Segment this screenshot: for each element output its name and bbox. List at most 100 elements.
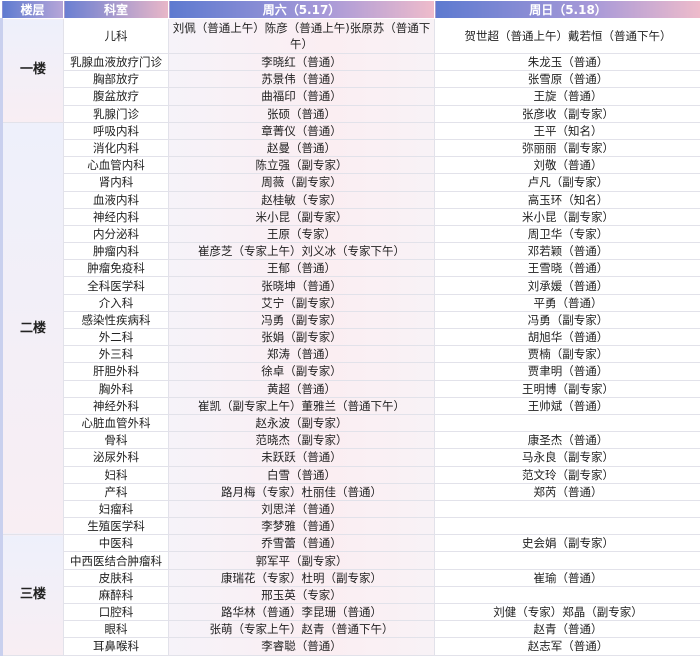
saturday-cell: 张萌（专家上午）赵青（普通下午）: [168, 620, 435, 639]
saturday-cell: 曲福印（普通）: [168, 87, 435, 106]
table-row: 感染性疾病科 冯勇（副专家） 冯勇（副专家）: [2, 310, 700, 330]
saturday-cell: 郑涛（普通）: [168, 345, 435, 364]
department-cell: 消化内科: [63, 138, 169, 158]
saturday-cell: 王原（专家）: [168, 224, 435, 244]
table-row: 胸外科 黄超（普通） 王明博（副专家）: [2, 379, 700, 398]
department-cell: 外三科: [63, 345, 169, 364]
sunday-cell: 胡旭华（普通）: [434, 327, 700, 347]
sunday-cell: 卢凡（副专家）: [434, 173, 700, 192]
table-row: 中西医结合肿瘤科 郭军平（副专家）: [2, 551, 700, 570]
saturday-cell: 赵永波（副专家）: [168, 413, 435, 433]
saturday-cell: 陈立强（副专家）: [168, 156, 435, 175]
saturday-cell: 黄超（普通）: [168, 379, 435, 398]
department-cell: 神经内科: [63, 207, 169, 226]
department-cell: 肿瘤内科: [63, 242, 169, 261]
table-row: 生殖医学科 李梦雅（普通）: [2, 517, 700, 536]
saturday-cell: 徐卓（副专家）: [168, 362, 435, 381]
sunday-cell: 王明博（副专家）: [434, 379, 700, 398]
saturday-cell: 白雪（普通）: [168, 465, 435, 484]
sunday-cell: 王雪晓（普通）: [434, 259, 700, 278]
floor-label: 二楼: [0, 121, 64, 536]
sunday-cell: [434, 517, 700, 536]
header-row: 楼层 科室 周六（5.17） 周日（5.18）: [1, 0, 700, 19]
department-cell: 皮肤科: [63, 568, 169, 587]
table-row: 一楼 儿科 刘佩（普通上午）陈彦（普通上午)张原苏（普通下午） 贺世超（普通上午）戴若…: [0, 18, 700, 123]
saturday-cell: 张硕（普通）: [168, 104, 435, 123]
sunday-cell: 赵青（普通）: [434, 620, 700, 639]
saturday-cell: 李睿聪（普通）: [168, 637, 435, 656]
department-cell: 胸部放疗: [63, 70, 169, 89]
sunday-cell: 周卫华（专家）: [434, 224, 700, 244]
table-row: 外三科 郑涛（普通） 贾楠（副专家）: [2, 345, 700, 364]
department-cell: 中西医结合肿瘤科: [63, 551, 169, 570]
department-cell: 心血管内科: [63, 156, 169, 175]
sunday-cell: 米小昆（副专家）: [434, 207, 700, 226]
department-cell: 血液内科: [63, 190, 169, 209]
department-cell: 心脏血管外科: [63, 413, 169, 433]
sunday-cell: 刘承媛（普通）: [434, 276, 700, 295]
sunday-cell: 张彦收（副专家）: [434, 104, 700, 123]
saturday-cell: 章菁仪（普通）: [168, 121, 435, 140]
saturday-cell: 康瑞花（专家）杜明（副专家）: [168, 568, 435, 587]
table-row: 心血管内科 陈立强（副专家） 刘敬（普通）: [2, 156, 700, 175]
department-cell: 腹盆放疗: [63, 87, 169, 106]
sunday-cell: 王旋（普通）: [434, 87, 700, 106]
table-row: 皮肤科 康瑞花（专家）杜明（副专家） 崔瑜（普通）: [2, 568, 700, 587]
department-cell: 生殖医学科: [63, 517, 169, 536]
department-cell: 肝胆外科: [63, 362, 169, 381]
table-row: 乳腺门诊 张硕（普通） 张彦收（副专家）: [2, 104, 700, 123]
department-cell: 肿瘤免疫科: [63, 259, 169, 278]
table-row: 心脏血管外科 赵永波（副专家）: [2, 413, 700, 433]
table-row: 乳腺血液放疗门诊 李晓红（普通） 朱龙玉（普通）: [2, 52, 700, 72]
table-row: 内分泌科 王原（专家） 周卫华（专家）: [2, 224, 700, 244]
table-row: 全科医学科 张晓坤（普通） 刘承媛（普通）: [2, 276, 700, 295]
sunday-cell: 张雪原（普通）: [434, 70, 700, 89]
department-cell: 儿科: [63, 18, 169, 54]
department-cell: 胸外科: [63, 379, 169, 398]
sunday-cell: 刘健（专家）郑晶（副专家）: [434, 602, 700, 622]
saturday-cell: 路月梅（专家）杜丽佳（普通）: [168, 482, 435, 501]
sunday-cell: 平勇（普通）: [434, 293, 700, 312]
table-row: 血液内科 赵桂敏（专家） 高玉环（知名）: [2, 190, 700, 209]
header-saturday: 周六（5.17）: [168, 0, 435, 19]
saturday-cell: 张晓坤（普通）: [168, 276, 435, 295]
sunday-cell: 王帅斌（普通）: [434, 396, 700, 415]
table-row: 眼科 张萌（专家上午）赵青（普通下午） 赵青（普通）: [2, 620, 700, 639]
table-row: 肝胆外科 徐卓（副专家） 贾聿明（普通）: [2, 362, 700, 381]
header-floor: 楼层: [1, 0, 64, 19]
table-row: 消化内科 赵曼（普通） 弥丽丽（副专家）: [2, 138, 700, 158]
table-row: 腹盆放疗 曲福印（普通） 王旋（普通）: [2, 87, 700, 106]
saturday-cell: 赵桂敏（专家）: [168, 190, 435, 209]
table-row: 耳鼻喉科 李睿聪（普通） 赵志军（普通）: [2, 637, 700, 656]
sunday-cell: 康圣杰（普通）: [434, 431, 700, 450]
table-row: 介入科 艾宁（副专家） 平勇（普通）: [2, 293, 700, 312]
table-row: 妇科 白雪（普通） 范文玲（副专家）: [2, 465, 700, 484]
saturday-cell: 刘佩（普通上午）陈彦（普通上午)张原苏（普通下午）: [168, 18, 435, 54]
department-cell: 感染性疾病科: [63, 310, 169, 330]
department-cell: 全科医学科: [63, 276, 169, 295]
saturday-cell: 李梦雅（普通）: [168, 517, 435, 536]
table-row: 胸部放疗 苏景伟（普通） 张雪原（普通）: [2, 70, 700, 89]
sunday-cell: 史会娟（副专家）: [434, 534, 700, 553]
sunday-cell: 郑芮（普通）: [434, 482, 700, 501]
floor-label: 三楼: [0, 534, 64, 656]
saturday-cell: 崔凯（副专家上午）董雅兰（普通下午）: [168, 396, 435, 415]
department-cell: 骨科: [63, 431, 169, 450]
saturday-cell: 周薇（副专家）: [168, 173, 435, 192]
department-cell: 外二科: [63, 327, 169, 347]
department-cell: 口腔科: [63, 602, 169, 622]
sunday-cell: [434, 499, 700, 519]
table-row: 外二科 张娟（副专家） 胡旭华（普通）: [2, 327, 700, 347]
department-cell: 耳鼻喉科: [63, 637, 169, 656]
sunday-cell: 冯勇（副专家）: [434, 310, 700, 330]
saturday-cell: 冯勇（副专家）: [168, 310, 435, 330]
department-cell: 乳腺门诊: [63, 104, 169, 123]
header-sunday: 周日（5.18）: [434, 0, 700, 19]
department-cell: 麻醉科: [63, 585, 169, 605]
saturday-cell: 路华林（普通）李昆珊（普通）: [168, 602, 435, 622]
sunday-cell: 贾聿明（普通）: [434, 362, 700, 381]
saturday-cell: 刘思洋（普通）: [168, 499, 435, 519]
sunday-cell: 高玉环（知名）: [434, 190, 700, 209]
saturday-cell: 范晓杰（副专家）: [168, 431, 435, 450]
sunday-cell: 贺世超（普通上午）戴若恒（普通下午）: [434, 18, 700, 54]
